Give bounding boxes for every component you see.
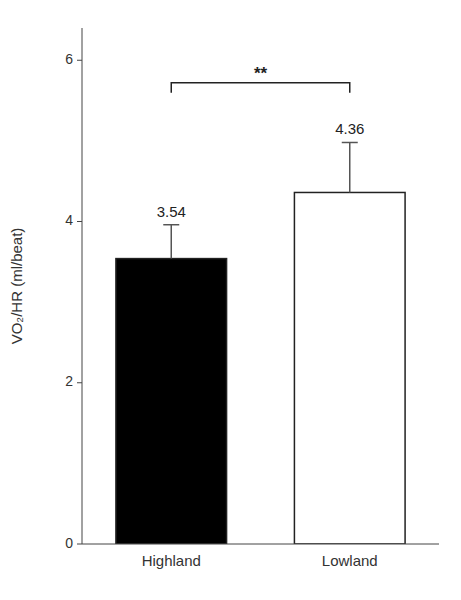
y-tick (77, 221, 82, 222)
chart: 3.54 4.36 ** 0 2 4 6 Highland Lowland VO₂/HR (ml/… (0, 0, 461, 600)
significance-label: ** (254, 64, 268, 83)
y-tick (77, 60, 82, 61)
data-label: 4.36 (335, 120, 364, 137)
y-tick (77, 382, 82, 383)
error-bar-cap (163, 224, 179, 226)
error-bar (342, 142, 358, 192)
y-axis-line (82, 28, 83, 544)
error-bar-stem (349, 142, 351, 192)
bars (116, 142, 405, 544)
chart-container: 3.54 4.36 ** 0 2 4 6 Highland Lowland VO₂/HR (ml/… (0, 0, 461, 600)
x-tick-label: Lowland (322, 552, 378, 569)
y-tick-label: 2 (65, 373, 73, 389)
error-bar-cap (342, 142, 358, 144)
bar (116, 259, 227, 544)
y-axis-label: VO₂/HR (ml/beat) (8, 228, 25, 345)
y-tick (77, 544, 82, 545)
bar (294, 192, 405, 544)
significance-bracket (171, 83, 350, 93)
error-bar-stem (171, 225, 173, 259)
x-tick-label: Highland (142, 552, 201, 569)
error-bar (163, 225, 179, 259)
y-tick-label: 6 (65, 51, 73, 67)
x-axis-line (82, 544, 439, 545)
data-label: 3.54 (157, 203, 186, 220)
y-tick-label: 4 (65, 212, 73, 228)
y-tick-label: 0 (65, 535, 73, 551)
